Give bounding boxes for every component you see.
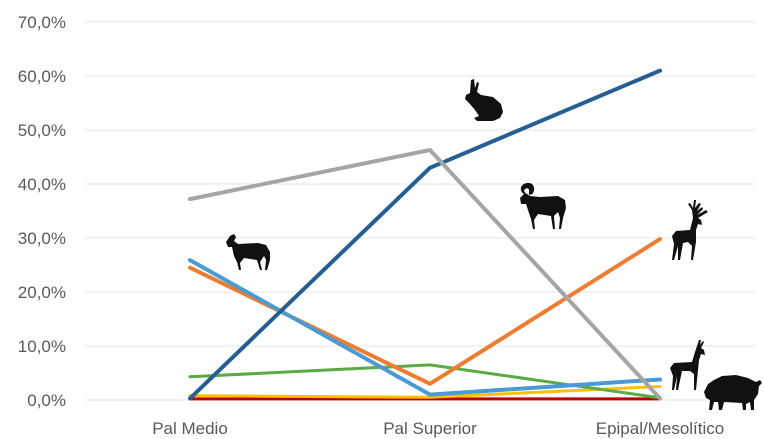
roe-deer-icon (670, 340, 705, 390)
y-tick-label: 60,0% (18, 67, 66, 86)
series-line-5 (188, 363, 662, 400)
x-tick-label: Epipal/Mesolítico (596, 419, 725, 438)
boar-icon (704, 375, 762, 410)
y-tick-label: 0,0% (27, 391, 66, 410)
series-lines (188, 68, 662, 401)
red-deer-icon (672, 200, 708, 260)
y-axis-tick-labels: 0,0% 10,0% 20,0% 30,0% 40,0% 50,0% 60,0% 70,0% (18, 13, 66, 410)
series-line-3 (188, 258, 662, 397)
series-line-1 (188, 147, 662, 401)
y-tick-label: 10,0% (18, 337, 66, 356)
ibex-icon (520, 182, 566, 229)
gridlines (85, 21, 755, 401)
y-tick-label: 50,0% (18, 121, 66, 140)
x-axis-tick-labels: Pal Medio Pal Superior Epipal/Mesolítico (152, 419, 724, 438)
rabbit-icon (465, 79, 503, 121)
y-tick-label: 40,0% (18, 175, 66, 194)
x-tick-label: Pal Medio (152, 419, 228, 438)
series-line-6 (188, 385, 662, 399)
y-tick-label: 20,0% (18, 283, 66, 302)
horse-icon (226, 234, 270, 270)
y-tick-label: 30,0% (18, 229, 66, 248)
series-line-2 (188, 68, 662, 401)
x-tick-label: Pal Superior (383, 419, 477, 438)
y-tick-label: 70,0% (18, 13, 66, 32)
